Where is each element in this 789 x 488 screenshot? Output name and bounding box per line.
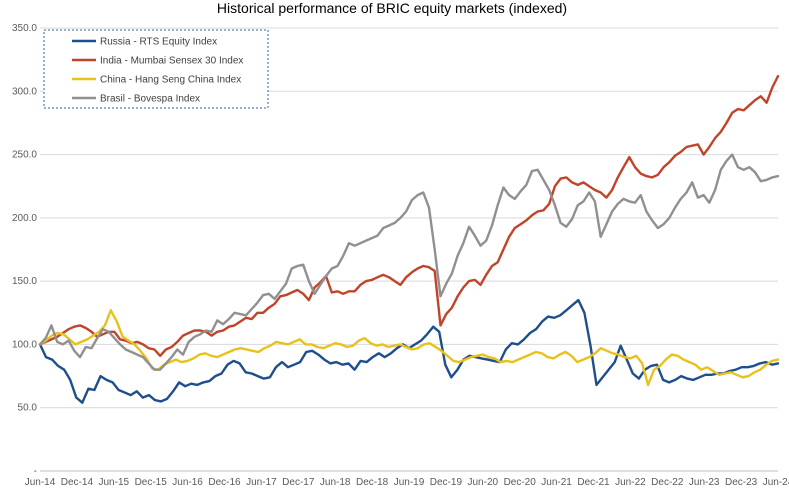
x-tick-label: Dec-15 (135, 477, 168, 488)
y-tick-label: 150.0 (12, 276, 37, 287)
x-tick-label: Dec-18 (356, 477, 389, 488)
legend-label: Brasil - Bovespa Index (100, 94, 200, 105)
legend-label: Russia - RTS Equity Index (100, 37, 217, 48)
x-tick-label: Jun-14 (25, 477, 56, 488)
y-tick-label: 100.0 (12, 339, 37, 350)
x-tick-label: Jun-16 (172, 477, 203, 488)
x-tick-label: Dec-14 (61, 477, 94, 488)
x-tick-label: Jun-24 (763, 477, 789, 488)
y-tick-label: 50.0 (18, 403, 38, 414)
series-line-4 (38, 153, 780, 371)
series-line-1 (38, 298, 780, 404)
x-tick-label: Dec-23 (725, 477, 758, 488)
x-tick-label: Jun-22 (615, 477, 646, 488)
legend-label: India - Mumbai Sensex 30 Index (100, 56, 243, 67)
x-tick-label: Jun-19 (394, 477, 425, 488)
x-tick-label: Jun-18 (320, 477, 351, 488)
x-tick-label: Dec-16 (208, 477, 241, 488)
legend: Russia - RTS Equity Index India - Mumbai … (43, 29, 269, 109)
x-tick-label: Jun-23 (689, 477, 720, 488)
x-axis: Jun-14 Dec-14 Jun-15 Dec-15 Jun-16 Dec-16 Jun-… (25, 470, 789, 488)
y-tick-label: 300.0 (12, 86, 37, 97)
x-tick-label: Jun-15 (99, 477, 130, 488)
x-tick-label: Jun-17 (246, 477, 277, 488)
x-tick-label: Dec-17 (282, 477, 315, 488)
x-tick-label: Jun-20 (468, 477, 499, 488)
y-tick-label: 350.0 (12, 23, 37, 34)
series-line-2 (38, 74, 780, 357)
y-tick-label: 250.0 (12, 150, 37, 161)
x-tick-label: Dec-19 (430, 477, 463, 488)
x-tick-label: Dec-21 (577, 477, 610, 488)
x-tick-label: Jun-21 (541, 477, 572, 488)
x-tick-label: Dec-20 (504, 477, 537, 488)
y-axis-tick-labels: - 50.0 100.0 150.0 200.0 250.0 300.0 350.0 (12, 23, 37, 477)
chart-title: Historical performance of BRIC equity ma… (217, 0, 567, 16)
legend-label: China - Hang Seng China Index (100, 75, 241, 86)
y-tick-label: - (34, 466, 37, 477)
x-tick-label: Dec-22 (651, 477, 684, 488)
series-lines (38, 74, 780, 404)
legend-box (43, 29, 269, 109)
y-tick-label: 200.0 (12, 213, 37, 224)
